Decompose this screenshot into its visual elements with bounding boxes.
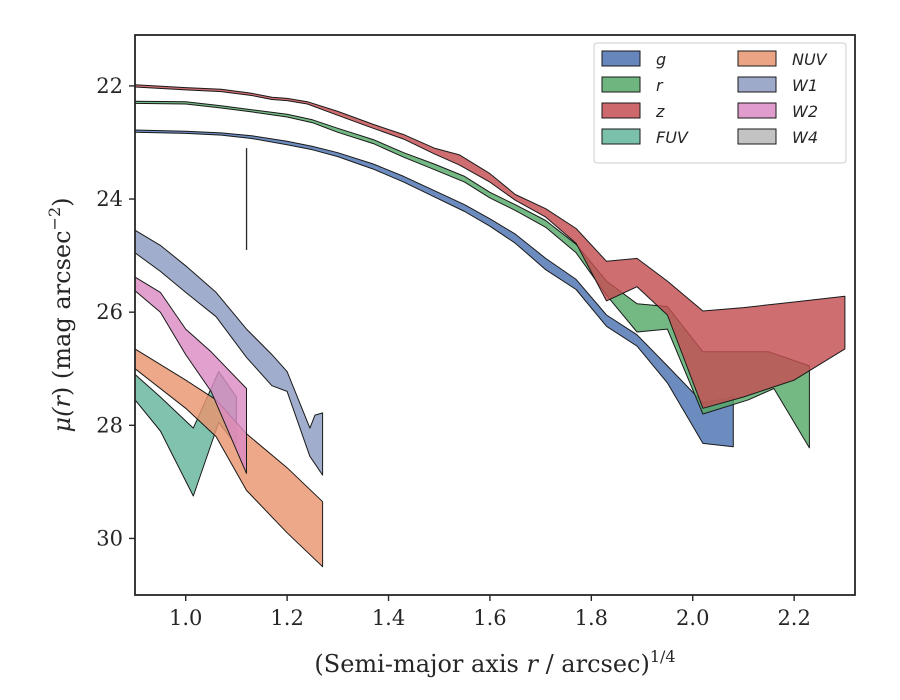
y-tick-label: 24 — [96, 187, 123, 211]
legend-label-g: g — [656, 50, 666, 69]
legend-swatch-w1 — [737, 76, 777, 93]
legend-swatch-z — [601, 102, 641, 119]
band-z — [134, 84, 846, 409]
band-w1 — [134, 229, 324, 476]
legend-swatch-nuv — [737, 50, 777, 67]
legend-swatch-w2 — [737, 102, 777, 119]
legend-label-w2: W2 — [792, 102, 818, 121]
legend-frame — [593, 42, 847, 164]
x-tick-label: 1.8 — [575, 606, 608, 630]
x-tick-label: 1.2 — [270, 606, 303, 630]
x-tick-label: 1.6 — [473, 606, 506, 630]
legend-label-w1: W1 — [792, 76, 818, 95]
x-axis: 1.0 1.2 1.4 1.6 1.8 2.0 2.2 — [169, 595, 811, 630]
y-tick-label: 28 — [96, 413, 123, 437]
x-tick-label: 2.2 — [777, 606, 810, 630]
legend-label-r: r — [656, 76, 664, 95]
x-tick-label: 1.0 — [169, 606, 202, 630]
x-tick-label: 1.4 — [372, 606, 405, 630]
legend-label-z: z — [655, 102, 665, 121]
plot-frame — [134, 34, 856, 596]
band-layer — [134, 84, 846, 568]
legend-swatch-w4 — [737, 128, 777, 145]
legend-label-nuv: NUV — [792, 50, 828, 69]
y-tick-label: 30 — [96, 526, 123, 550]
band-g — [134, 129, 734, 448]
legend: grz FUV NUV W1 W2 W4 — [593, 42, 847, 164]
y-tick-label: 22 — [96, 74, 123, 98]
y-axis: 22 24 26 28 30 — [96, 74, 135, 550]
legend-label-w4: W4 — [792, 128, 818, 147]
x-axis-label: (Semi-major axis r / arcsec)1/4 — [314, 647, 675, 678]
legend-swatch-g — [601, 50, 641, 67]
band-w2 — [134, 276, 247, 474]
legend-swatch-fuv — [601, 128, 641, 145]
legend-label-fuv: FUV — [656, 128, 689, 147]
y-tick-label: 26 — [96, 300, 123, 324]
y-axis-label: μ(r) (mag arcsec−2) — [45, 197, 76, 432]
band-r — [134, 100, 810, 449]
x-tick-label: 2.0 — [676, 606, 709, 630]
legend-swatch-r — [601, 76, 641, 93]
